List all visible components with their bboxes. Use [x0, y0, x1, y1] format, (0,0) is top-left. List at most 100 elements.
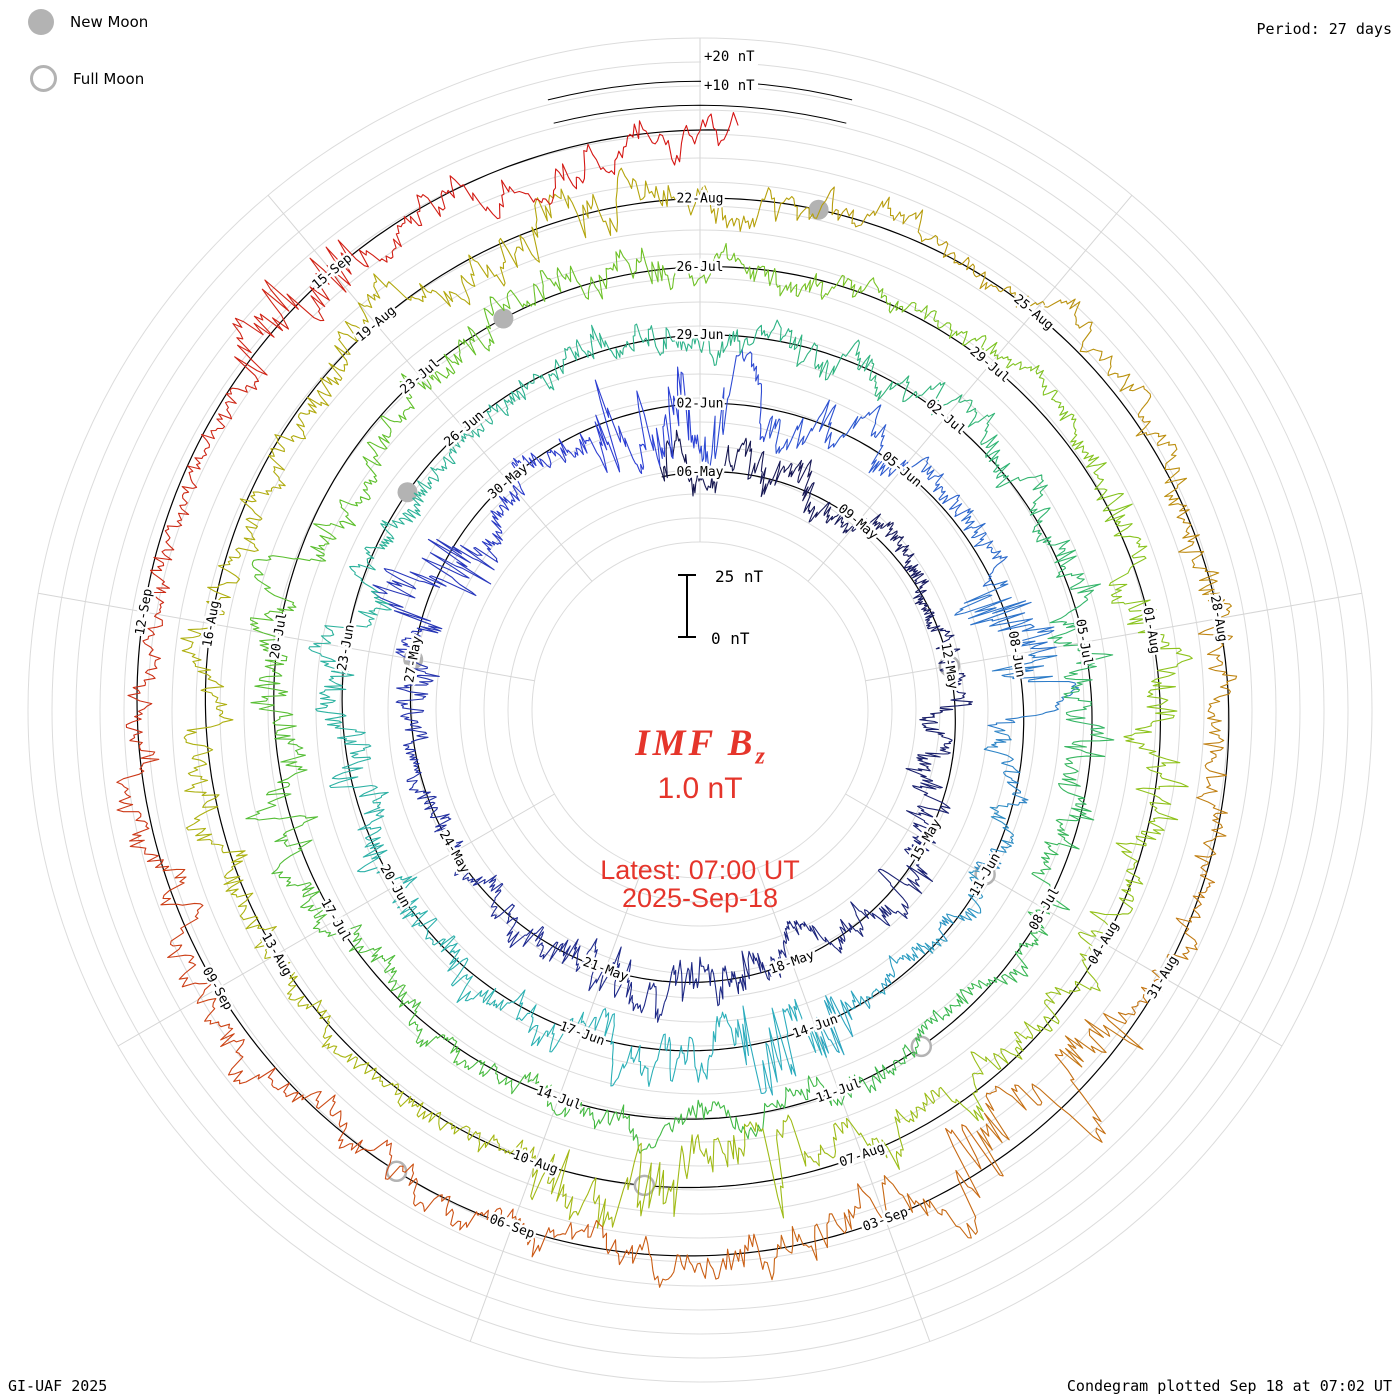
bz-trace-segment — [903, 553, 932, 615]
bz-trace-segment — [149, 486, 193, 613]
bz-trace-segment — [387, 1163, 514, 1231]
bz-trace-segment — [840, 901, 909, 937]
bz-trace-segment — [451, 848, 504, 904]
date-label: 14-Jul — [534, 1083, 583, 1113]
bz-trace-segment — [841, 1037, 919, 1102]
chart-title: IMF Bz — [635, 722, 765, 770]
bz-trace-segment — [903, 456, 971, 518]
bz-trace-segment — [648, 1099, 750, 1149]
date-label: 09-Sep — [199, 965, 236, 1013]
bz-trace-segment — [539, 938, 606, 992]
date-label: 15-May — [908, 816, 945, 864]
bz-trace-segment — [306, 302, 369, 415]
bz-trace-segment — [816, 988, 886, 1058]
bz-trace-segment — [762, 1183, 884, 1281]
period-label: Period: 27 days — [1256, 20, 1392, 38]
bz-trace-segment — [983, 728, 1029, 806]
bz-trace-segment — [308, 642, 357, 731]
radial-gridline — [469, 867, 643, 1342]
bz-trace-segment — [469, 379, 535, 438]
bz-trace-segment — [938, 870, 984, 942]
bz-trace-segment — [116, 740, 170, 869]
date-label: 08-Jul — [1026, 885, 1062, 933]
bz-trace-segment — [877, 836, 934, 909]
bz-trace-segment — [659, 429, 701, 497]
bz-trace-segment — [954, 580, 1057, 653]
latest-time-label: Latest: 07:00 UT — [600, 855, 800, 885]
radial-gridline — [38, 592, 535, 682]
bz-trace-segment — [1063, 644, 1114, 735]
bz-trace-segment — [428, 1111, 536, 1160]
scale-bar-top-cap — [678, 574, 696, 576]
radial-gridline — [757, 867, 931, 1342]
new-moon-icon — [28, 9, 54, 35]
chart-title-main: IMF B — [635, 723, 756, 764]
plotted-timestamp: Condegram plotted Sep 18 at 07:02 UT — [1066, 1377, 1392, 1395]
bz-trace-segment — [901, 301, 999, 357]
bz-trace-segment — [996, 354, 1077, 431]
date-label: 19-Aug — [354, 303, 400, 345]
date-label: 07-Aug — [838, 1140, 887, 1170]
bz-trace-segment — [180, 621, 234, 738]
date-label: 28-Aug — [1207, 594, 1230, 643]
bz-trace-segment — [1123, 631, 1193, 738]
bz-trace-segment — [699, 319, 791, 366]
ref-plus20-label: +20 nT — [701, 49, 758, 65]
bz-trace-segment — [987, 651, 1080, 730]
date-label: 26-Jun — [442, 408, 488, 450]
new-moon-marker — [397, 482, 418, 503]
bz-trace-segment — [987, 908, 1051, 985]
date-label: 12-Sep — [133, 587, 156, 636]
bz-trace-segment — [1151, 863, 1216, 980]
bz-trace-segment — [245, 734, 319, 836]
date-label: 14-Jun — [791, 1012, 840, 1042]
bz-trace-segment — [869, 363, 963, 416]
bz-trace-segment — [1035, 931, 1101, 1033]
bz-trace-segment — [833, 404, 909, 477]
bz-trace-segment — [397, 991, 467, 1068]
bz-trace-segment — [1197, 621, 1238, 744]
bz-trace-segment — [788, 329, 875, 381]
bz-trace-segment — [313, 462, 378, 547]
full-moon-label: Full Moon — [73, 69, 145, 88]
bz-trace-segment — [663, 956, 731, 1007]
bz-trace-segment — [737, 998, 828, 1096]
bz-trace-segment — [598, 247, 701, 300]
bz-trace-segment — [250, 632, 297, 736]
date-label: 22-Aug — [677, 191, 724, 206]
date-label: 01-Aug — [1139, 606, 1162, 655]
bz-trace-segment — [187, 375, 260, 489]
bz-trace-segment — [746, 1114, 849, 1219]
grid-circle — [531, 541, 869, 879]
bz-trace-segment — [441, 163, 578, 220]
reference-arc — [553, 104, 847, 124]
date-label: 05-Jul — [1072, 618, 1095, 667]
bz-trace-segment — [1108, 523, 1157, 634]
bz-trace-segment — [1132, 385, 1188, 506]
date-label: 24-May — [436, 828, 473, 876]
bz-trace-segment — [239, 412, 307, 520]
bz-trace-segment — [403, 724, 429, 793]
bz-trace-segment — [919, 667, 973, 725]
bz-trace-segment — [699, 242, 799, 298]
bz-trace-segment — [702, 111, 739, 147]
bz-trace-segment — [464, 1059, 555, 1112]
bz-trace-segment — [702, 185, 823, 232]
bz-trace-segment — [1059, 978, 1163, 1068]
bz-trace-segment — [356, 806, 412, 881]
grid-circle — [507, 517, 893, 903]
bz-trace-segment — [974, 803, 1014, 873]
bz-trace-segment — [1043, 298, 1135, 392]
bz-trace-segment — [507, 989, 586, 1053]
bz-trace-segment — [1123, 736, 1189, 846]
bz-trace-segment — [1031, 818, 1080, 911]
bz-trace-segment — [821, 186, 938, 243]
bz-trace-segment — [585, 1008, 662, 1087]
bz-trace-segment — [881, 1124, 1004, 1239]
bz-trace-segment — [905, 723, 953, 782]
bz-trace-segment — [481, 484, 520, 554]
bz-trace-segment — [582, 167, 703, 236]
bz-trace-segment — [999, 474, 1071, 557]
bz-trace-segment — [576, 119, 704, 184]
date-label: 31-Aug — [1145, 953, 1181, 1001]
